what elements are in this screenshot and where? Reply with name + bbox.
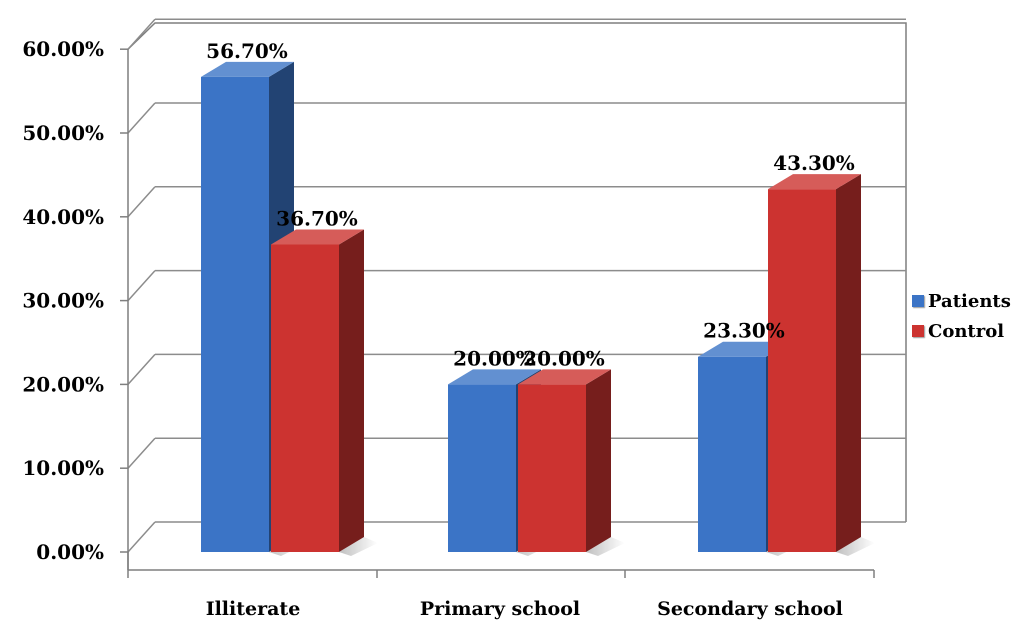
legend-label-patients: Patients: [928, 290, 1011, 312]
bar-shadow-control-primary-school: [586, 537, 625, 556]
x-tick-label-illiterate: Illiterate: [206, 598, 301, 620]
legend-item-control: Control: [912, 316, 1022, 346]
y-tick-label: 30.00%: [22, 289, 104, 313]
data-label-patients-secondary-school: 23.30%: [703, 319, 785, 343]
gridline-side: [127, 437, 156, 469]
legend-swatch-patients: [912, 295, 924, 307]
bar-top-patients-secondary-school: [698, 341, 791, 357]
data-label-patients-primary-school: 20.00%: [453, 346, 535, 370]
gridline-side: [127, 270, 156, 302]
bar-side-control-secondary-school: [836, 174, 861, 552]
y-tick-label: 0.00%: [36, 540, 104, 564]
bar-patients-illiterate: [201, 76, 269, 552]
gridline-side: [127, 186, 156, 218]
chart-legend: Patients Control: [912, 286, 1022, 346]
bar-control-illiterate: [271, 244, 339, 553]
bar-patients-primary-school: [448, 384, 516, 552]
data-label-patients-illiterate: 56.70%: [206, 39, 288, 63]
gridline-side: [127, 521, 156, 553]
legend-swatch-control: [912, 325, 924, 337]
y-tick-label: 50.00%: [22, 121, 104, 145]
back-wall-frame: [127, 22, 907, 522]
data-label-control-illiterate: 36.70%: [276, 206, 358, 230]
bar-shadow-control-secondary-school: [836, 537, 875, 556]
data-label-control-primary-school: 20.00%: [523, 346, 605, 370]
bar-patients-secondary-school: [698, 356, 766, 552]
bar-top-patients-illiterate: [201, 61, 294, 77]
gridline-side: [127, 18, 156, 50]
y-tick-label: 40.00%: [22, 205, 104, 229]
y-tick-label: 20.00%: [22, 372, 104, 396]
bar-side-control-primary-school: [586, 369, 611, 552]
x-tick-label-secondary-school: Secondary school: [657, 598, 843, 620]
y-tick-label: 10.00%: [22, 456, 104, 480]
bar-shadow-control-illiterate: [339, 537, 378, 556]
bar-control-primary-school: [518, 384, 586, 552]
gridline-side: [127, 353, 156, 385]
bar-top-control-illiterate: [271, 229, 364, 245]
bar-top-control-primary-school: [518, 369, 611, 385]
y-tick-label: 60.00%: [22, 37, 104, 61]
legend-item-patients: Patients: [912, 286, 1022, 316]
x-tick-label-primary-school: Primary school: [420, 598, 580, 620]
bar-side-control-illiterate: [339, 229, 364, 553]
bar-control-secondary-school: [768, 189, 836, 552]
bar-top-patients-primary-school: [448, 369, 541, 385]
data-label-control-secondary-school: 43.30%: [773, 151, 855, 175]
legend-label-control: Control: [928, 320, 1005, 342]
bar-top-control-secondary-school: [768, 174, 861, 190]
gridline-side: [127, 102, 156, 134]
